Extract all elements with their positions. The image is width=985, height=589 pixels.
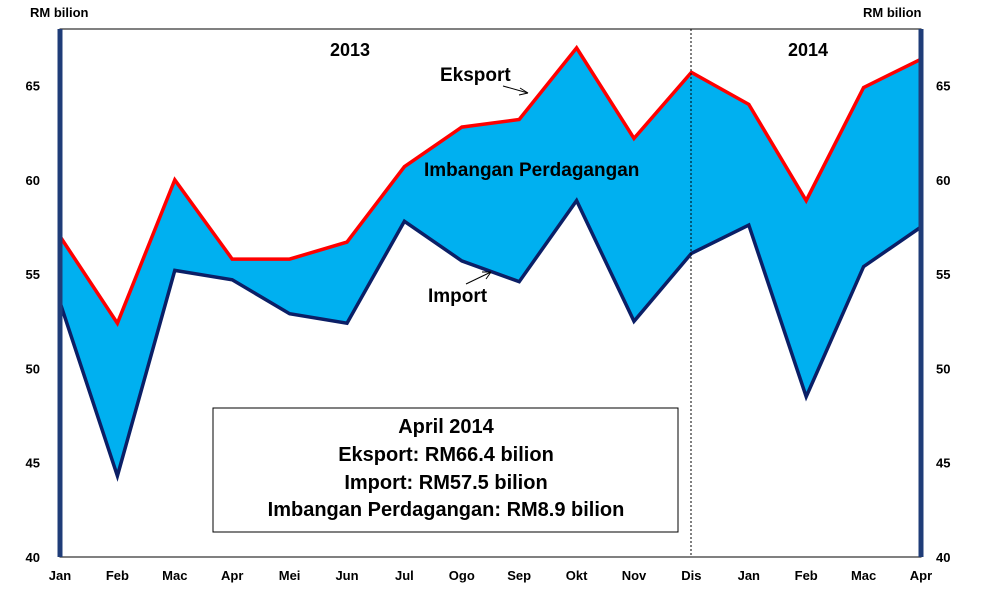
x-tick-label: Mac bbox=[162, 568, 187, 583]
balance-area bbox=[60, 47, 921, 476]
y-tick-left: 55 bbox=[26, 267, 40, 282]
x-tick-label: Okt bbox=[566, 568, 588, 583]
summary-balance: Imbangan Perdagangan: RM8.9 bilion bbox=[268, 499, 625, 521]
series-line-eksport bbox=[58, 44, 922, 327]
x-tick-label: Jun bbox=[335, 568, 358, 583]
period-label-2014: 2014 bbox=[788, 40, 828, 60]
y-tick-left: 65 bbox=[26, 79, 40, 94]
y-tick-right: 45 bbox=[936, 456, 950, 471]
y-tick-right: 65 bbox=[936, 79, 950, 94]
eksport-arrow bbox=[502, 85, 529, 94]
eksport-arrow-head bbox=[518, 87, 529, 96]
x-tick-label: Apr bbox=[221, 568, 243, 583]
summary-title: April 2014 bbox=[398, 416, 494, 438]
summary-import: Import: RM57.5 bilion bbox=[344, 472, 547, 494]
x-tick-label: Jul bbox=[395, 568, 414, 583]
x-tick-label: Jan bbox=[738, 568, 760, 583]
import-arrow bbox=[465, 271, 492, 285]
x-tick-label: Sep bbox=[507, 568, 531, 583]
x-tick-label: Jan bbox=[49, 568, 71, 583]
x-tick-label: Nov bbox=[622, 568, 647, 583]
y-unit-right: RM bilion bbox=[863, 5, 922, 20]
import-arrow-head bbox=[482, 271, 492, 280]
x-tick-label: Mei bbox=[279, 568, 301, 583]
y-tick-left: 45 bbox=[26, 456, 40, 471]
x-tick-label: Feb bbox=[795, 568, 818, 583]
x-tick-label: Feb bbox=[106, 568, 129, 583]
summary-box-frame bbox=[212, 407, 679, 533]
y-tick-right: 50 bbox=[936, 361, 950, 376]
import-annotation: Import bbox=[428, 286, 488, 307]
summary-box: April 2014 Eksport: RM66.4 bilion Import… bbox=[212, 407, 679, 533]
x-tick-label: Dis bbox=[681, 568, 701, 583]
x-tick-label: Mac bbox=[851, 568, 876, 583]
y-tick-right: 40 bbox=[936, 550, 950, 565]
y-tick-left: 40 bbox=[26, 550, 40, 565]
y-tick-right: 55 bbox=[936, 267, 950, 282]
eksport-annotation: Eksport bbox=[440, 65, 511, 86]
y-unit-left: RM bilion bbox=[30, 5, 89, 20]
x-tick-label: Ogo bbox=[449, 568, 475, 583]
y-tick-left: 60 bbox=[26, 173, 40, 188]
balance-annotation: Imbangan Perdagangan bbox=[424, 160, 639, 181]
y-tick-right: 60 bbox=[936, 173, 950, 188]
series-line-import bbox=[58, 197, 922, 482]
summary-eksport: Eksport: RM66.4 bilion bbox=[338, 444, 554, 466]
x-tick-label: Apr bbox=[910, 568, 932, 583]
y-tick-left: 50 bbox=[26, 361, 40, 376]
period-label-2013: 2013 bbox=[330, 40, 370, 60]
